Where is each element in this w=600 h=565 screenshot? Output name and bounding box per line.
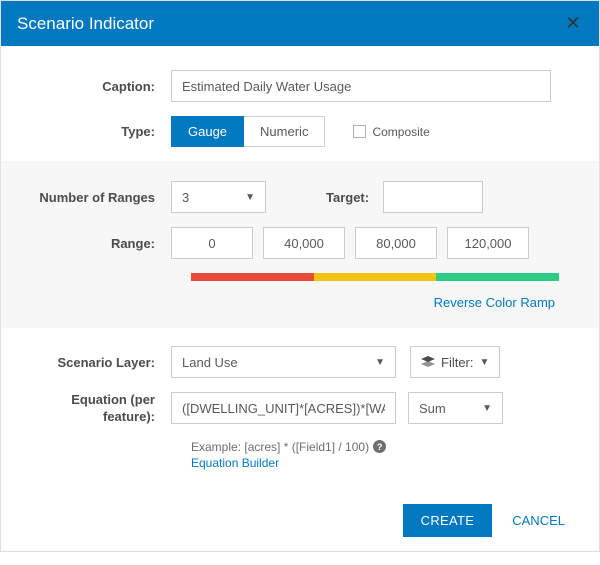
range-inputs	[171, 227, 579, 259]
aggregate-value: Sum	[419, 401, 446, 416]
range-input-3[interactable]	[447, 227, 529, 259]
example-text: Example: [acres] * ([Field1] / 100)	[191, 440, 369, 454]
aggregate-select[interactable]: Sum ▼	[408, 392, 503, 424]
scenario-layer-row: Scenario Layer: Land Use ▼ Filter: ▼	[21, 346, 579, 378]
ranges-count-value: 3	[182, 190, 189, 205]
ranges-count-row: Number of Ranges 3 ▼ Target:	[21, 181, 579, 213]
chevron-down-icon: ▼	[375, 357, 385, 368]
caption-label: Caption:	[21, 79, 171, 94]
type-label: Type:	[21, 124, 171, 139]
filter-button[interactable]: Filter: ▼	[410, 346, 500, 378]
chevron-down-icon: ▼	[480, 357, 490, 368]
dialog-body: Caption: Type: Gauge Numeric Composite N…	[1, 46, 599, 551]
ranges-count-label: Number of Ranges	[21, 190, 171, 205]
layers-icon	[421, 356, 435, 368]
color-ramp	[191, 273, 559, 281]
chevron-down-icon: ▼	[482, 403, 492, 414]
range-label: Range:	[21, 236, 171, 251]
close-icon[interactable]: ✕	[563, 13, 583, 34]
scenario-indicator-dialog: Scenario Indicator ✕ Caption: Type: Gaug…	[0, 0, 600, 552]
range-input-0[interactable]	[171, 227, 253, 259]
ramp-segment-1	[314, 273, 437, 281]
chevron-down-icon: ▼	[245, 192, 255, 203]
filter-label: Filter:	[441, 355, 474, 370]
type-gauge-button[interactable]: Gauge	[171, 116, 244, 147]
range-values-row: Range:	[21, 227, 579, 259]
type-row: Type: Gauge Numeric Composite	[21, 116, 579, 147]
dialog-actions: CREATE CANCEL	[21, 504, 579, 537]
cancel-button[interactable]: CANCEL	[498, 504, 579, 537]
equation-builder-link[interactable]: Equation Builder	[191, 456, 579, 470]
scenario-layer-value: Land Use	[182, 355, 238, 370]
ramp-segment-2	[436, 273, 559, 281]
equation-label: Equation (per feature):	[21, 392, 171, 426]
help-icon[interactable]: ?	[373, 440, 386, 453]
ranges-panel: Number of Ranges 3 ▼ Target: Range:	[1, 161, 599, 328]
scenario-layer-select[interactable]: Land Use ▼	[171, 346, 396, 378]
composite-label: Composite	[372, 125, 429, 139]
equation-example: Example: [acres] * ([Field1] / 100) ?	[191, 440, 579, 454]
dialog-title: Scenario Indicator	[17, 14, 154, 34]
composite-checkbox[interactable]	[353, 125, 366, 138]
target-label: Target:	[326, 190, 369, 205]
scenario-layer-label: Scenario Layer:	[21, 355, 171, 370]
equation-input[interactable]	[171, 392, 396, 424]
reverse-color-ramp-link[interactable]: Reverse Color Ramp	[21, 295, 555, 310]
target-input[interactable]	[383, 181, 483, 213]
caption-row: Caption:	[21, 70, 579, 102]
dialog-titlebar: Scenario Indicator ✕	[1, 1, 599, 46]
caption-input[interactable]	[171, 70, 551, 102]
range-input-2[interactable]	[355, 227, 437, 259]
composite-wrap[interactable]: Composite	[353, 125, 429, 139]
type-segmented: Gauge Numeric	[171, 116, 325, 147]
equation-row: Equation (per feature): Sum ▼	[21, 392, 579, 426]
ranges-count-select[interactable]: 3 ▼	[171, 181, 266, 213]
ramp-segment-0	[191, 273, 314, 281]
type-numeric-button[interactable]: Numeric	[244, 116, 325, 147]
create-button[interactable]: CREATE	[403, 504, 493, 537]
range-input-1[interactable]	[263, 227, 345, 259]
